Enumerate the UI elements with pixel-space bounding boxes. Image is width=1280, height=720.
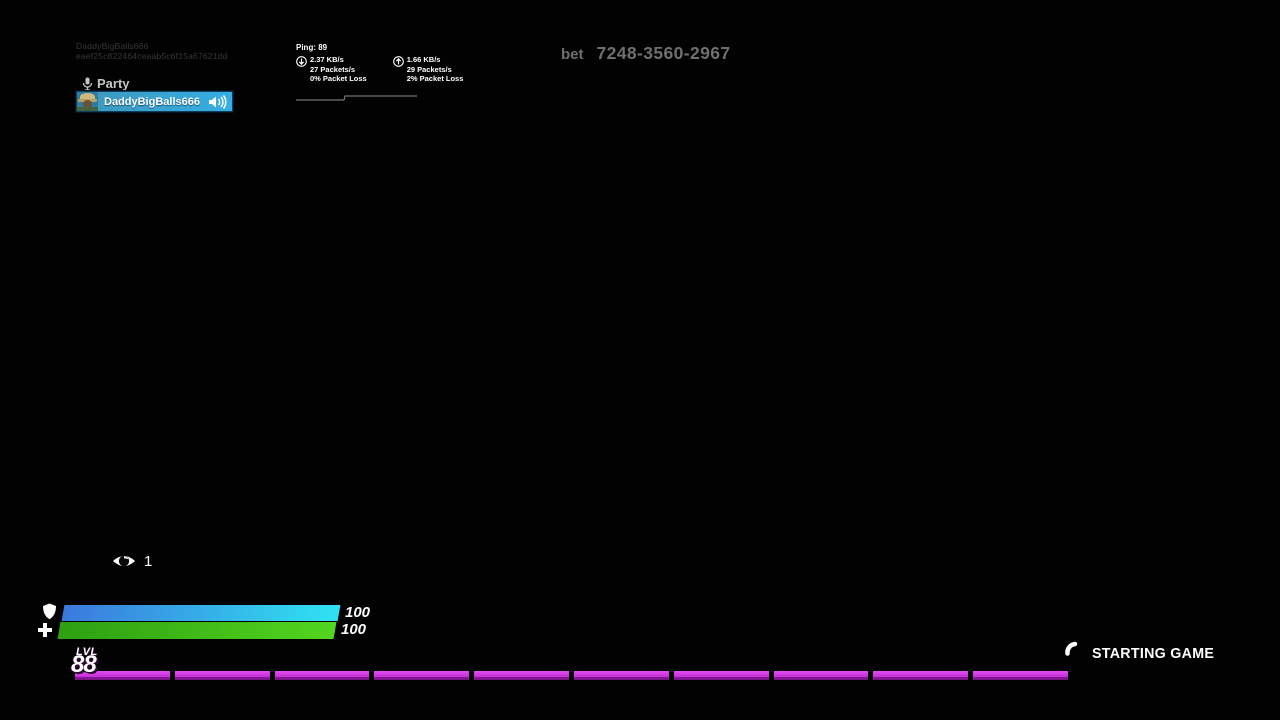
- download-stats: 2.37 KB/s 27 Packets/s 0% Packet Loss: [296, 55, 367, 84]
- health-plus-icon: [37, 622, 53, 643]
- xp-segment: [973, 671, 1068, 680]
- xp-segment: [174, 671, 270, 680]
- party-header: Party: [82, 76, 130, 91]
- level-label: LVL: [76, 646, 98, 658]
- island-code-value: 7248-3560-2967: [596, 43, 731, 63]
- spectator-counter: 1: [111, 552, 152, 570]
- xp-segment: [374, 671, 470, 680]
- network-graph: [296, 90, 418, 108]
- eye-icon: [111, 552, 137, 570]
- xp-segment: [773, 671, 869, 680]
- xp-segment: [274, 671, 370, 680]
- upload-rate: 1.66 KB/s: [406, 55, 441, 64]
- island-code-prefix: bet: [561, 46, 584, 63]
- upload-stats: 1.66 KB/s 29 Packets/s 2% Packet Loss: [392, 55, 464, 84]
- loading-spinner-icon: [1063, 641, 1085, 669]
- shield-bar: [61, 605, 341, 621]
- download-icon: [296, 56, 307, 84]
- watermark-username: DaddyBigBalls666: [76, 41, 149, 51]
- xp-bar: [75, 671, 1068, 680]
- xp-segment: [474, 671, 569, 680]
- party-label: Party: [97, 76, 130, 91]
- download-packets: 27 Packets/s: [310, 64, 356, 74]
- upload-icon: [392, 56, 404, 84]
- stream-watermark: DaddyBigBalls666 eaef25c822464ceaab5c6f1…: [76, 41, 228, 61]
- level-value: 88: [71, 651, 97, 678]
- health-value: 100: [341, 621, 367, 638]
- player-avatar: [77, 92, 98, 111]
- health-bar: [57, 622, 337, 639]
- shield-value: 100: [345, 604, 371, 621]
- xp-segment: [673, 671, 769, 680]
- network-stats: Ping: 89 2.37 KB/s 27 Packets/s 0% Packe…: [296, 43, 463, 84]
- microphone-icon: [82, 77, 93, 91]
- upload-packets: 29 Packets/s: [406, 64, 452, 74]
- xp-segment: [75, 671, 170, 680]
- starting-game-status: STARTING GAME: [1092, 645, 1215, 662]
- ping-label: Ping: 89: [296, 43, 328, 52]
- player-name: DaddyBigBalls666: [104, 95, 200, 108]
- party-member-bar: DaddyBigBalls666: [76, 91, 233, 112]
- download-rate: 2.37 KB/s: [310, 55, 344, 64]
- island-code: bet 7248-3560-2967: [561, 43, 731, 64]
- download-loss: 0% Packet Loss: [310, 74, 367, 83]
- spectator-count: 1: [144, 552, 153, 570]
- upload-loss: 2% Packet Loss: [406, 74, 464, 83]
- shield-icon: [42, 603, 57, 625]
- xp-segment: [573, 671, 669, 680]
- watermark-session-id: eaef25c822464ceaab5c6f15a67621dd: [76, 51, 228, 61]
- speaker-icon: [208, 94, 228, 109]
- xp-segment: [873, 671, 969, 680]
